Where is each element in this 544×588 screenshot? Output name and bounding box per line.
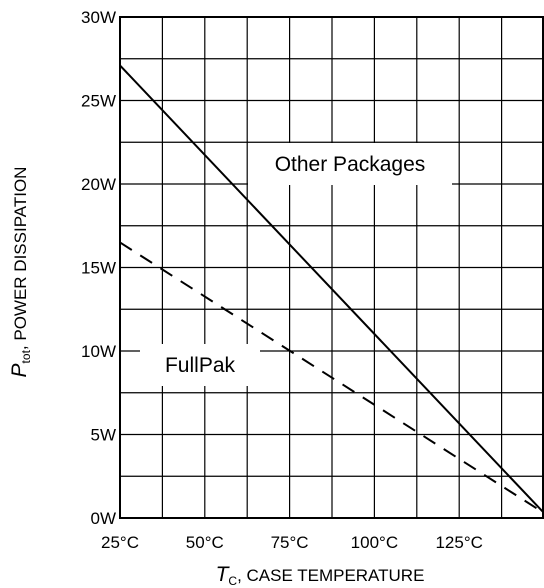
other-packages-label: Other Packages (275, 153, 426, 176)
y-axis-symbol: P (8, 363, 31, 377)
tick-labels: 0W 5W 10W 15W 20W 25W 30W 25°C 50°C 75°C 100°C 125°… (81, 8, 483, 552)
other-packages-label-background (248, 143, 452, 185)
series-lines (119, 64, 544, 514)
grid (120, 17, 544, 518)
y-tick-label: 25W (81, 92, 116, 111)
fullpak-label: FullPak (165, 354, 236, 377)
series-annotations: Other Packages FullPak (140, 143, 452, 386)
y-tick-label: 15W (81, 259, 116, 278)
x-axis-subscript: C (228, 574, 237, 588)
y-axis-title: Ptot, POWER DISSIPATION (8, 167, 33, 378)
x-axis-symbol: T (216, 563, 231, 586)
y-axis-text: , POWER DISSIPATION (11, 167, 30, 351)
fullpak-label-background (140, 344, 260, 386)
x-axis-title: TC, CASE TEMPERATURE (216, 563, 425, 588)
fullpak-line (119, 241, 544, 514)
x-axis-text: , CASE TEMPERATURE (237, 566, 424, 585)
plot-frame (119, 16, 544, 519)
y-tick-label: 0W (91, 509, 117, 528)
x-tick-label: 75°C (271, 533, 309, 552)
x-tick-label: 50°C (186, 533, 224, 552)
y-tick-label: 5W (91, 426, 117, 445)
y-tick-label: 20W (81, 175, 116, 194)
y-axis-subscript: tot (19, 349, 33, 363)
y-tick-label: 30W (81, 8, 116, 27)
other-packages-line (119, 64, 544, 514)
x-tick-label: 100°C (351, 533, 398, 552)
y-tick-label: 10W (81, 342, 116, 361)
x-tick-label: 25°C (101, 533, 139, 552)
x-tick-label: 125°C (435, 533, 482, 552)
